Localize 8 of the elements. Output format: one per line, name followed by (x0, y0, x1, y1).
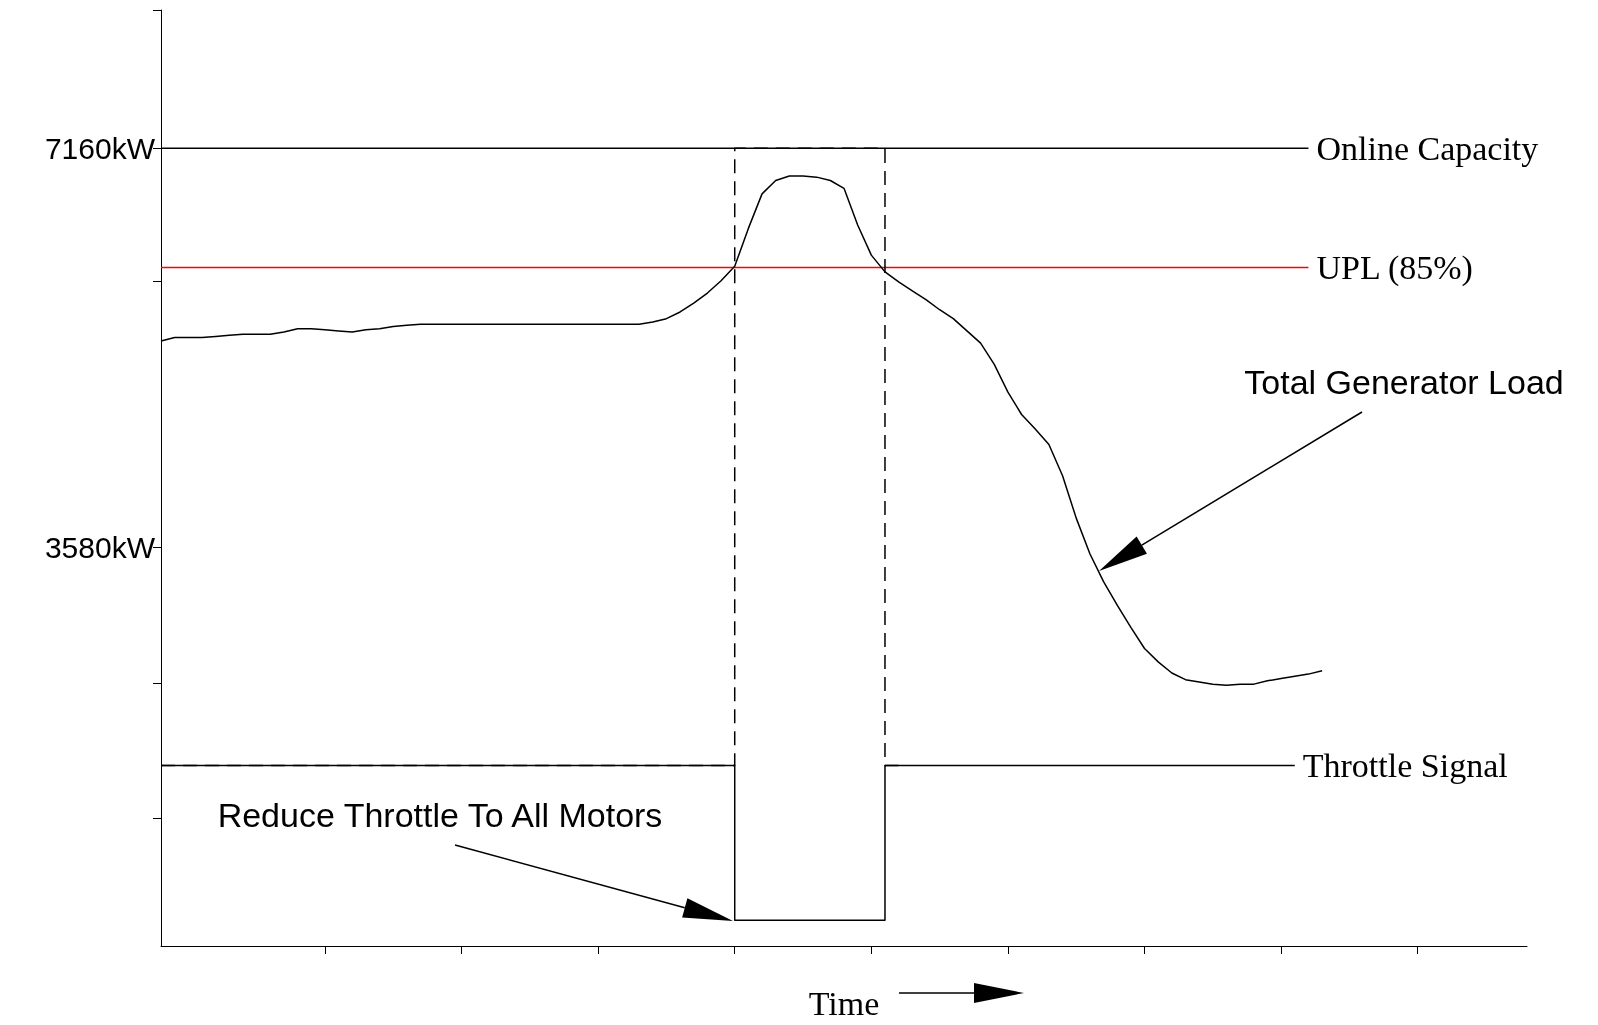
y-tick-label: 3580kW (44, 530, 156, 564)
annotation: Total Generator Load (1244, 362, 1564, 402)
series-label: Throttle Signal (1302, 746, 1508, 784)
y-tick-label: 7160kW (44, 131, 156, 165)
annotation: Reduce Throttle To All Motors (217, 795, 663, 835)
series-label: Online Capacity (1316, 129, 1539, 167)
series-label: UPL (85%) (1316, 248, 1473, 287)
x-axis-title: Time (808, 984, 880, 1022)
